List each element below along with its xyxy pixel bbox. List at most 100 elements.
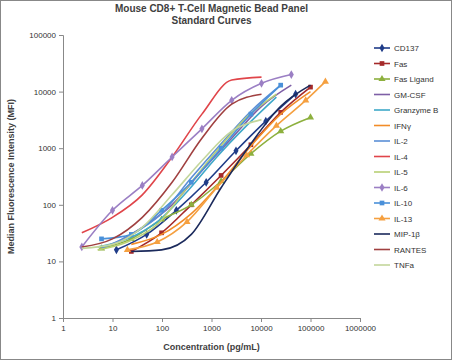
tick-mark [59, 261, 63, 262]
legend: CD137FasFas LigandGM-CSFGranzyme BIFNγIL… [374, 44, 438, 270]
legend-item: IL-13 [374, 214, 413, 223]
tick-mark [59, 92, 63, 93]
y-axis-title: Median Fluorescence Intensity (MFI) [6, 99, 16, 254]
legend-label: MIP-1β [394, 230, 420, 239]
tick-label: 100000 [298, 324, 325, 333]
marker [213, 184, 220, 190]
legend-swatch [374, 140, 390, 142]
tick-label: 100 [156, 324, 170, 333]
tick: 10000 [250, 318, 273, 333]
series-line [102, 117, 311, 248]
series-line [82, 75, 291, 247]
tick-mark [59, 205, 63, 206]
legend-item: IFNγ [374, 122, 411, 131]
tick-label: 100 [43, 201, 57, 210]
marker [204, 178, 209, 187]
legend-item: MIP-1β [374, 230, 420, 239]
legend-item: Fas Ligand [374, 75, 434, 84]
tick: 10 [47, 257, 63, 266]
tick: 100000 [29, 31, 63, 40]
legend-label: CD137 [394, 44, 419, 53]
legend-label: RANTES [394, 246, 426, 255]
plot-area [79, 70, 329, 254]
legend-item: IL-6 [374, 183, 408, 192]
legend-item: IL-10 [374, 199, 413, 208]
marker [140, 181, 145, 190]
legend-item: Granzyme B [374, 106, 438, 115]
tick-mark [59, 35, 63, 36]
series-line [82, 120, 262, 249]
legend-item: RANTES [374, 246, 426, 255]
subtitle: Standard Curves [171, 15, 251, 26]
legend-marker [380, 61, 385, 66]
marker [277, 127, 284, 133]
marker [302, 96, 309, 102]
tick-mark [162, 318, 163, 322]
marker [154, 238, 161, 244]
marker [170, 153, 175, 162]
chart: Mouse CD8+ T-Cell Magnetic Bead PanelSta… [0, 0, 452, 360]
legend-item: IL-5 [374, 168, 408, 177]
legend-label: IL-10 [394, 199, 413, 208]
legend-item: GM-CSF [374, 91, 426, 100]
legend-marker [379, 183, 384, 192]
legend-label: IL-5 [394, 168, 408, 177]
tick-label: 10 [47, 257, 56, 266]
marker [289, 70, 294, 79]
marker [233, 146, 238, 155]
tick-label: 1000000 [345, 324, 377, 333]
marker [322, 78, 329, 84]
legend-swatch [374, 156, 390, 158]
legend-marker [380, 201, 385, 206]
series-line [131, 87, 310, 251]
marker [219, 173, 224, 178]
legend-label: IL-4 [394, 153, 408, 162]
tick-label: 1000 [203, 324, 221, 333]
series-line [102, 85, 281, 248]
tick-mark [59, 318, 63, 319]
legend-item: CD137 [374, 44, 419, 53]
y-axis: 1 10 100 1000 10000 100000 [29, 31, 63, 323]
legend-marker [378, 75, 385, 81]
legend-label: GM-CSF [394, 91, 426, 100]
tick: 1000000 [345, 318, 377, 333]
tick-mark [113, 318, 114, 322]
legend-item: IL-4 [374, 153, 408, 162]
tick: 1 [52, 314, 63, 323]
legend-label: IL-2 [394, 137, 408, 146]
legend-item: IL-2 [374, 137, 408, 146]
tick: 100 [43, 201, 63, 210]
legend-label: IL-6 [394, 184, 408, 193]
legend-swatch [374, 171, 390, 173]
tick-mark [261, 318, 262, 322]
legend-swatch [374, 249, 390, 251]
tick-label: 10000 [34, 88, 57, 97]
x-axis: 1 10 100 1000 10000 100000 1000000 [61, 318, 376, 333]
chart-border [1, 1, 452, 360]
marker [273, 122, 280, 128]
tick-label: 10000 [250, 324, 273, 333]
tick: 1000 [38, 144, 63, 153]
marker [278, 83, 283, 88]
marker [307, 113, 314, 119]
tick: 100000 [298, 318, 325, 333]
series-line [131, 85, 310, 251]
legend-label: Fas Ligand [394, 75, 434, 84]
marker [110, 206, 115, 215]
tick: 1 [61, 318, 66, 333]
legend-item: TNFa [374, 261, 415, 270]
tick: 10 [109, 318, 118, 333]
tick-mark [212, 318, 213, 322]
legend-swatch [374, 233, 390, 235]
legend-label: IFNγ [394, 122, 411, 131]
legend-label: IL-13 [394, 215, 413, 224]
series-line [98, 97, 277, 247]
tick: 1000 [203, 318, 221, 333]
legend-swatch [374, 109, 390, 111]
marker [199, 124, 204, 133]
tick-label: 10 [109, 324, 118, 333]
marker [189, 180, 194, 185]
x-axis-title: Concentration (pg/mL) [163, 342, 260, 352]
marker [124, 246, 131, 252]
legend-swatch [374, 264, 390, 266]
